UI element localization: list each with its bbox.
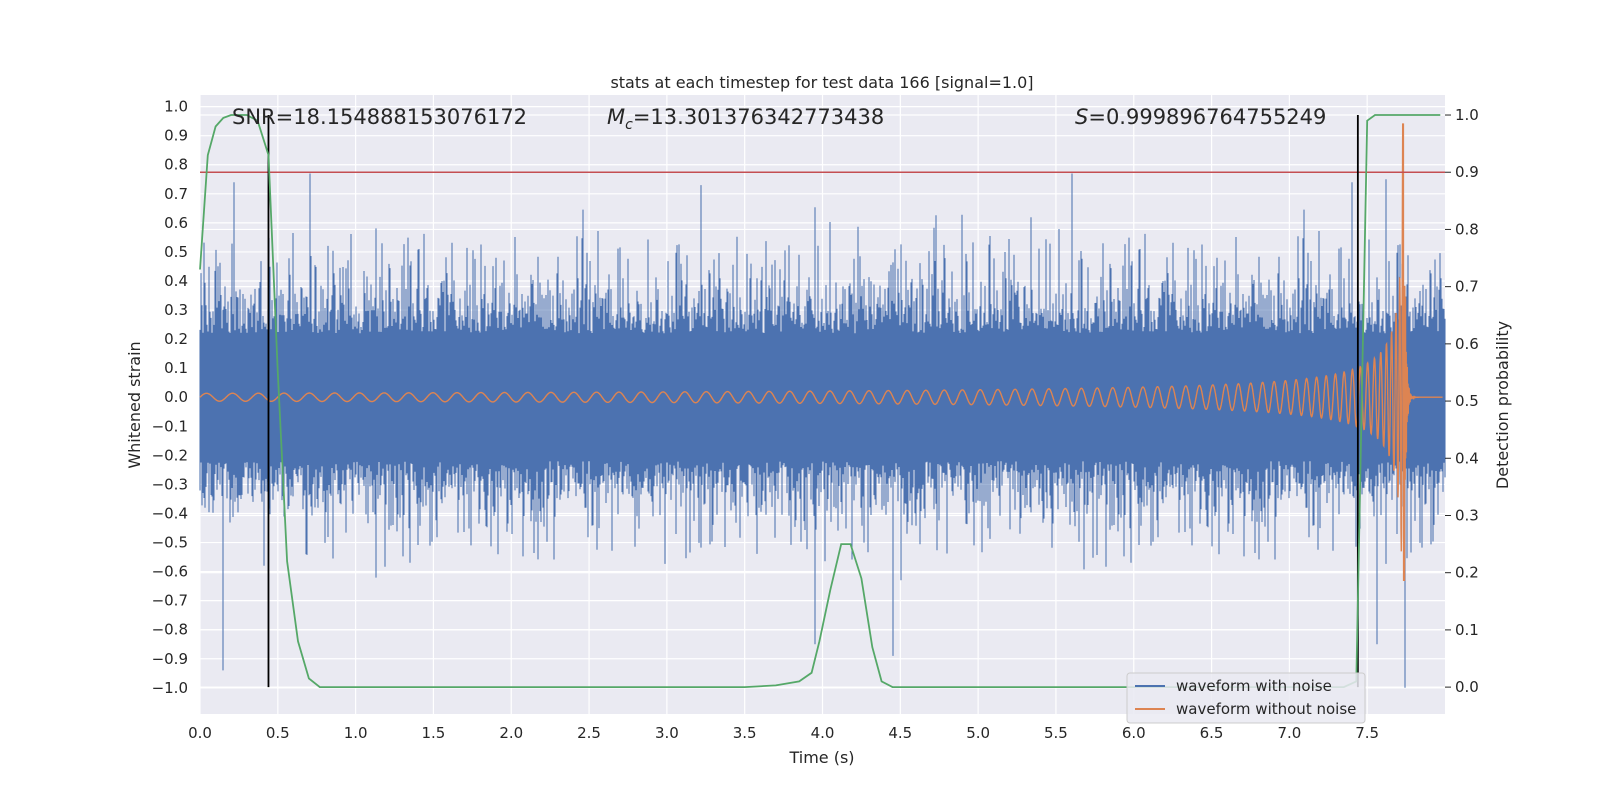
y-tick-label: 0.6: [164, 214, 188, 232]
x-tick-label: 1.5: [422, 724, 446, 742]
x-tick-label: 2.0: [499, 724, 523, 742]
y2-axis-label: Detection probability: [1493, 321, 1512, 489]
legend-box: [1126, 672, 1366, 724]
chirp-mass-subscript: c: [625, 117, 633, 133]
y2-tick-label: 0.0: [1455, 678, 1479, 696]
x-tick-label: 3.5: [733, 724, 757, 742]
y-tick-label: −0.2: [152, 446, 188, 464]
y-tick-label: 0.5: [164, 243, 188, 261]
x-tick-label: 6.0: [1122, 724, 1146, 742]
y-tick-label: 0.7: [164, 185, 188, 203]
y2-tick-label: 0.4: [1455, 449, 1479, 467]
x-tick-label: 3.0: [655, 724, 679, 742]
x-tick-label: 7.0: [1277, 724, 1301, 742]
y-tick-label: −0.5: [152, 534, 188, 552]
x-tick-label: 1.0: [344, 724, 368, 742]
s-annotation: S=0.999896764755249: [1075, 105, 1326, 129]
y-tick-label: 0.9: [164, 127, 188, 145]
chirp-mass-value: =13.301376342773438: [633, 105, 884, 129]
y-tick-label: 1.0: [164, 98, 188, 116]
y2-tick-label: 0.1: [1455, 621, 1479, 639]
y-tick-label: 0.0: [164, 388, 188, 406]
x-tick-label: 0.5: [266, 724, 290, 742]
y-tick-label: −0.3: [152, 475, 188, 493]
x-tick-label: 5.5: [1044, 724, 1068, 742]
s-value: =0.999896764755249: [1088, 105, 1326, 129]
y2-tick-label: 0.8: [1455, 220, 1479, 238]
clean-series: [199, 123, 1443, 581]
y2-tick-label: 0.9: [1455, 163, 1479, 181]
x-tick-label: 6.5: [1200, 724, 1224, 742]
y-tick-label: −0.8: [152, 621, 188, 639]
y-axis-label: Whitened strain: [125, 341, 144, 468]
y-tick-label: 0.3: [164, 301, 188, 319]
y-tick-label: 0.8: [164, 156, 188, 174]
snr-annotation: SNR=18.154888153076172: [232, 105, 527, 129]
x-axis-label: Time (s): [788, 748, 854, 767]
y-tick-label: −1.0: [152, 679, 188, 697]
chart-title: stats at each timestep for test data 166…: [610, 73, 1033, 92]
y-tick-label: −0.7: [152, 592, 188, 610]
chirp-mass-symbol: M: [607, 105, 625, 129]
x-tick-label: 4.0: [811, 724, 835, 742]
x-tick-label: 4.5: [888, 724, 912, 742]
y-tick-label: −0.4: [152, 504, 188, 522]
clean-waveform-line: [199, 123, 1443, 581]
y2-tick-label: 0.7: [1455, 278, 1479, 296]
y-tick-label: −0.9: [152, 650, 188, 668]
tick-labels: 0.0 0.5 1.0 1.5 2.0 2.5 3.0 3.5 4.0 4.5 5.0 5.5 6.0 6…: [152, 98, 1479, 742]
chirp-mass-annotation: Mc=13.301376342773438: [607, 105, 884, 133]
y2-tick-label: 0.6: [1455, 335, 1479, 353]
x-tick-label: 7.5: [1355, 724, 1379, 742]
legend: waveform with noise waveform without noi…: [1126, 672, 1366, 724]
x-tick-label: 0.0: [188, 724, 212, 742]
y2-tick-label: 0.3: [1455, 506, 1479, 524]
y-tick-label: −0.6: [152, 563, 188, 581]
x-tick-label: 5.0: [966, 724, 990, 742]
x-tick-label: 2.5: [577, 724, 601, 742]
y2-tick-label: 1.0: [1455, 106, 1479, 124]
y-tick-label: 0.2: [164, 330, 188, 348]
legend-noise-label: waveform with noise: [1176, 677, 1332, 695]
y-tick-label: 0.1: [164, 359, 188, 377]
y-tick-label: −0.1: [152, 417, 188, 435]
y2-tick-label: 0.5: [1455, 392, 1479, 410]
legend-clean-label: waveform without noise: [1176, 700, 1356, 718]
y-tick-label: 0.4: [164, 272, 188, 290]
s-symbol: S: [1075, 105, 1088, 129]
y2-tick-label: 0.2: [1455, 564, 1479, 582]
